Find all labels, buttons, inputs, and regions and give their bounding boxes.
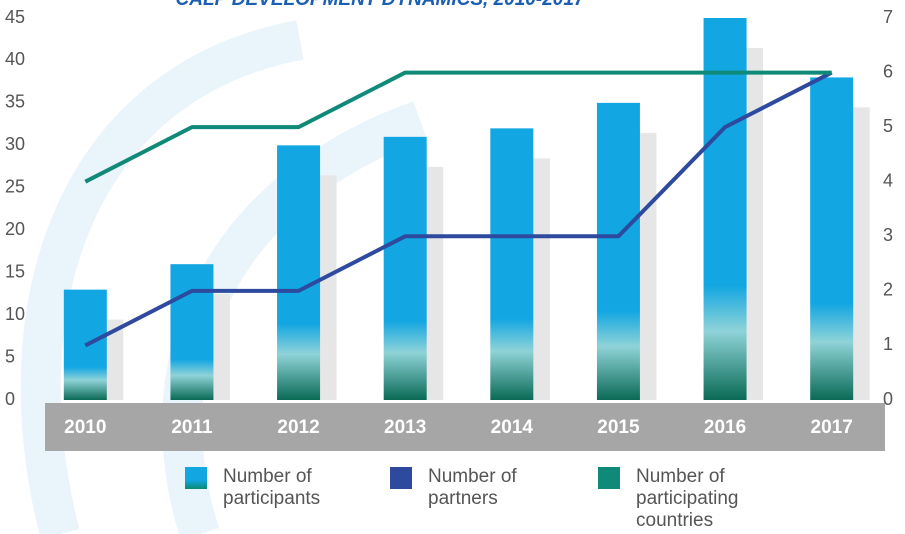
y-tick-label: 5 bbox=[5, 346, 15, 366]
bar-shadow bbox=[106, 319, 124, 400]
bar-shadow bbox=[212, 294, 230, 400]
bar-shadow bbox=[852, 107, 870, 400]
y-tick-label: 25 bbox=[5, 177, 25, 197]
x-tick-label: 2014 bbox=[491, 417, 534, 438]
x-axis-band bbox=[45, 403, 885, 451]
x-tick-label: 2016 bbox=[704, 417, 746, 438]
x-tick-label: 2017 bbox=[811, 417, 853, 438]
y-tick-label: 0 bbox=[5, 389, 15, 409]
x-tick-label: 2011 bbox=[171, 417, 213, 438]
bar bbox=[277, 145, 321, 400]
chart-title: CALP DEVELOPMENT DYNAMICS, 2010-2017 bbox=[176, 0, 586, 10]
y-tick-label: 10 bbox=[5, 304, 25, 324]
y-tick-label: 35 bbox=[5, 92, 25, 112]
bar bbox=[810, 77, 854, 400]
y2-tick-label: 1 bbox=[883, 334, 893, 354]
y2-tick-label: 4 bbox=[883, 170, 893, 190]
bar bbox=[703, 18, 747, 400]
x-tick-label: 2013 bbox=[384, 417, 426, 438]
y-tick-label: 40 bbox=[5, 49, 25, 69]
y2-tick-label: 5 bbox=[883, 116, 893, 136]
legend-label: Number of partners bbox=[428, 466, 517, 509]
y2-tick-label: 3 bbox=[883, 225, 893, 245]
line bbox=[84, 70, 833, 348]
x-tick-label: 2015 bbox=[597, 417, 640, 438]
y2-tick-label: 6 bbox=[883, 61, 893, 81]
legend-label: Number of participants bbox=[223, 466, 321, 509]
y2-tick-label: 2 bbox=[883, 280, 893, 300]
x-tick-label: 2012 bbox=[277, 417, 319, 438]
y2-tick-label: 0 bbox=[883, 389, 893, 409]
legend-swatch bbox=[390, 467, 412, 489]
background-swoosh bbox=[20, 20, 427, 534]
y2-tick-label: 7 bbox=[883, 7, 893, 27]
y-tick-label: 20 bbox=[5, 219, 25, 239]
bar bbox=[490, 128, 534, 400]
legend-label: Number of participating countries bbox=[636, 466, 739, 531]
bar-shadow bbox=[426, 166, 444, 400]
bar bbox=[383, 136, 427, 400]
line bbox=[84, 70, 832, 184]
legend-swatch bbox=[598, 467, 620, 489]
bar bbox=[170, 264, 214, 400]
bar-shadow bbox=[746, 48, 764, 400]
bar bbox=[596, 102, 640, 400]
y-tick-label: 45 bbox=[5, 7, 25, 27]
bar-shadow bbox=[319, 175, 337, 400]
y-tick-label: 30 bbox=[5, 134, 25, 154]
y-tick-label: 15 bbox=[5, 261, 25, 281]
x-tick-label: 2010 bbox=[64, 417, 106, 438]
bar-shadow bbox=[639, 132, 657, 400]
bar-shadow bbox=[532, 158, 550, 400]
legend-swatch bbox=[185, 467, 207, 489]
